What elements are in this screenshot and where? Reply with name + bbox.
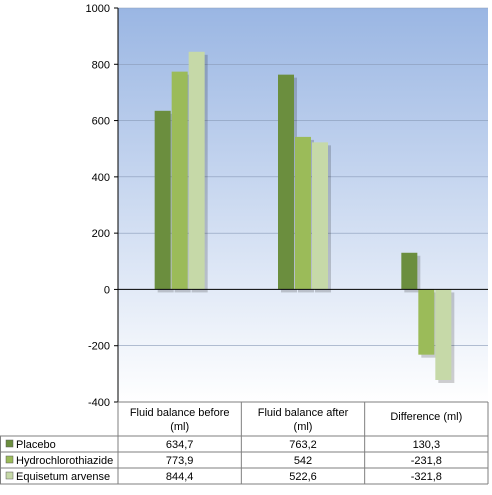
- data-label: 130,3: [413, 439, 441, 451]
- bar: [278, 74, 294, 290]
- category-label: Difference (ml): [390, 411, 462, 423]
- category-label: (ml): [170, 421, 189, 433]
- y-tick-label: 600: [92, 116, 110, 128]
- data-label: -231,8: [411, 455, 442, 467]
- y-axis: 1000 800 600 400 200 0 -200 -400: [86, 3, 118, 409]
- bar: [401, 252, 418, 290]
- y-tick-label: 200: [92, 228, 110, 240]
- y-tick-label: -200: [88, 341, 110, 353]
- data-label: 634,7: [166, 439, 194, 451]
- data-label: -321,8: [411, 471, 442, 483]
- y-tick-label: 1000: [86, 3, 110, 15]
- data-table: Fluid balance before (ml) Fluid balance af…: [0, 401, 489, 485]
- data-label: 542: [294, 455, 312, 467]
- data-label: 773,9: [166, 455, 194, 467]
- bar: [171, 71, 188, 290]
- bar: [418, 289, 435, 355]
- bar: [295, 136, 311, 290]
- y-tick-label: -400: [88, 397, 110, 409]
- bar: [312, 142, 328, 290]
- data-label: 522,6: [289, 471, 317, 483]
- category-label: Fluid balance after: [258, 407, 349, 419]
- y-tick-label: 400: [92, 172, 110, 184]
- category-label: (ml): [294, 421, 313, 433]
- bars: [154, 51, 455, 383]
- bar: [435, 289, 452, 380]
- data-label: 844,4: [166, 471, 194, 483]
- legend-label: Placebo: [16, 439, 56, 451]
- y-tick-label: 800: [92, 59, 110, 71]
- bar: [188, 51, 205, 290]
- legend-label: Equisetum arvense: [16, 471, 110, 483]
- legend-swatch: [5, 471, 14, 480]
- data-label: 763,2: [289, 439, 317, 451]
- legend-swatch: [5, 439, 14, 448]
- legend-swatch: [5, 455, 14, 464]
- bar: [154, 110, 171, 290]
- legend-label: Hydrochlorothiazide: [16, 455, 113, 467]
- category-label: Fluid balance before: [130, 407, 230, 419]
- y-tick-label: 0: [104, 284, 110, 296]
